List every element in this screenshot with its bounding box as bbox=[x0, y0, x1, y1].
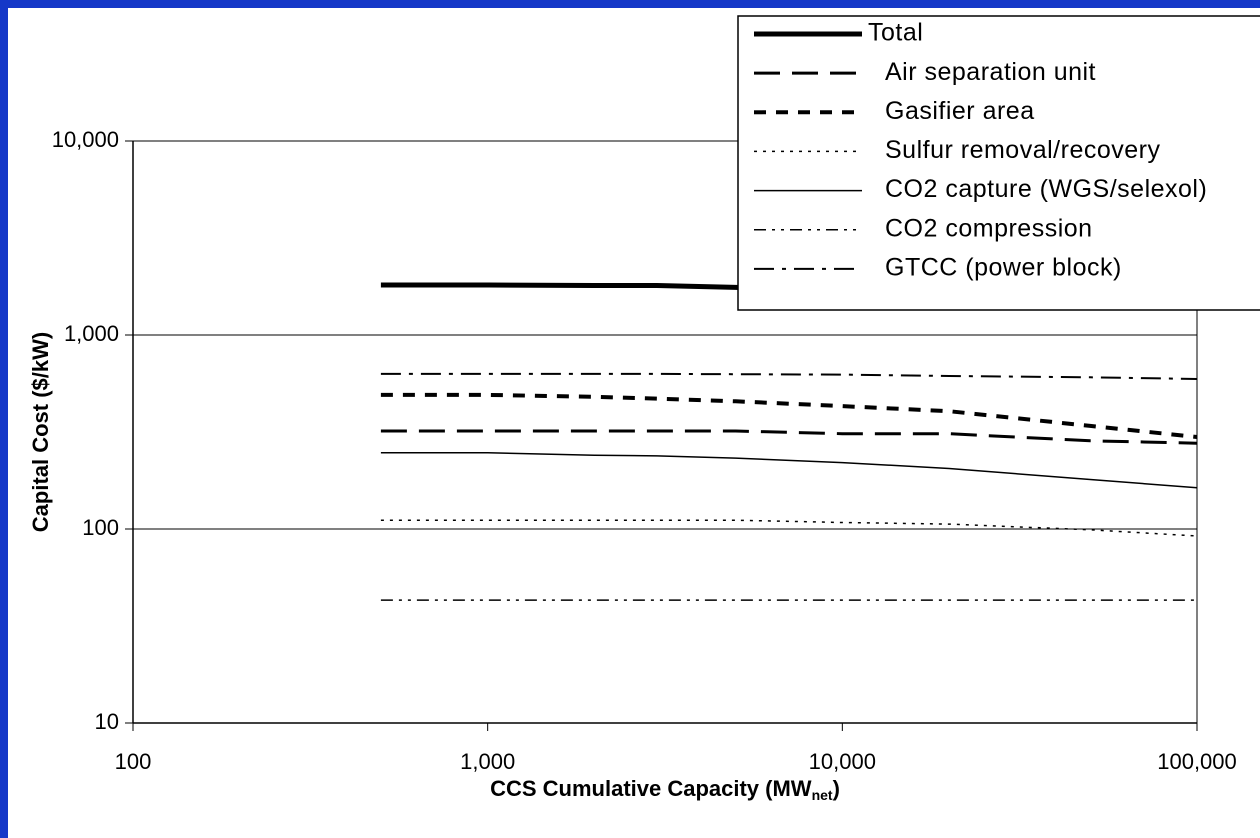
legend-label: Air separation unit bbox=[885, 58, 1096, 86]
series-line bbox=[380, 392, 1198, 439]
legend-label: GTCC (power block) bbox=[885, 253, 1122, 281]
legend-label: Total bbox=[868, 19, 923, 47]
legend-label: Gasifier area bbox=[885, 97, 1035, 125]
y-axis-label: Capital Cost ($/kW) bbox=[28, 332, 53, 532]
x-tick-label: 10,000 bbox=[809, 749, 876, 774]
y-tick-label: 100 bbox=[82, 515, 119, 540]
x-tick-label: 100 bbox=[115, 749, 152, 774]
y-tick-label: 1,000 bbox=[64, 321, 119, 346]
x-tick-label: 100,000 bbox=[1157, 749, 1237, 774]
x-label-subscript: net bbox=[812, 787, 833, 803]
x-axis-label: CCS Cumulative Capacity (MWnet) bbox=[490, 776, 840, 803]
x-label-suffix: ) bbox=[833, 776, 840, 801]
x-tick-label: 1,000 bbox=[460, 749, 515, 774]
x-label-text: CCS Cumulative Capacity (MW bbox=[490, 776, 812, 801]
series-line bbox=[380, 452, 1198, 489]
y-tick-label: 10,000 bbox=[52, 127, 119, 152]
series-line bbox=[380, 429, 1198, 445]
legend-box bbox=[737, 15, 1260, 311]
legend-label: Sulfur removal/recovery bbox=[885, 136, 1160, 164]
legend-label: CO2 compression bbox=[885, 214, 1093, 242]
y-tick-label: 10 bbox=[95, 709, 119, 734]
legend-label: CO2 capture (WGS/selexol) bbox=[885, 175, 1207, 203]
